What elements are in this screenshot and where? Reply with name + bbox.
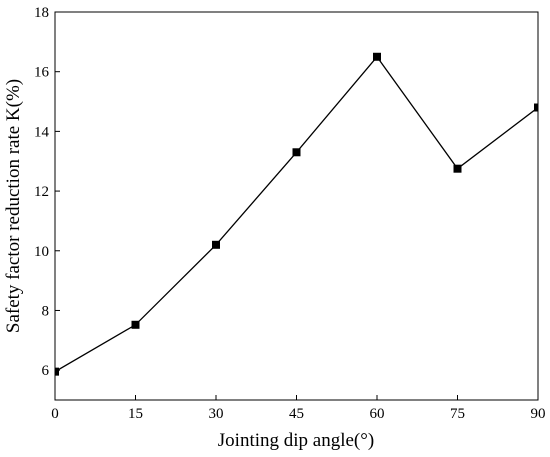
data-point bbox=[453, 164, 462, 173]
data-point bbox=[212, 240, 220, 249]
x-tick-label: 60 bbox=[370, 406, 385, 422]
data-point bbox=[534, 103, 538, 112]
y-tick-label: 18 bbox=[34, 5, 49, 21]
y-tick-label: 10 bbox=[34, 244, 49, 260]
x-tick-label: 0 bbox=[51, 406, 59, 422]
plot-frame bbox=[54, 11, 539, 401]
y-tick-label: 12 bbox=[34, 184, 49, 200]
series-layer bbox=[55, 52, 538, 376]
y-axis-title: Safety factor reduction rate K(%) bbox=[3, 79, 24, 333]
y-tick-label: 14 bbox=[34, 124, 50, 140]
x-axis-ticks: 0 15 30 45 60 75 90 bbox=[51, 395, 546, 422]
series-line bbox=[55, 55, 538, 373]
data-point bbox=[292, 148, 301, 157]
y-tick-label: 6 bbox=[42, 363, 50, 379]
x-tick-label: 15 bbox=[128, 406, 143, 422]
x-tick-label: 75 bbox=[450, 406, 465, 422]
x-tick-label: 90 bbox=[531, 406, 546, 422]
data-point bbox=[131, 320, 140, 329]
data-point bbox=[373, 52, 381, 61]
x-tick-label: 30 bbox=[209, 406, 224, 422]
y-axis-ticks: 6 8 10 12 14 16 18 bbox=[34, 5, 60, 379]
x-axis-title: Jointing dip angle(°) bbox=[218, 430, 374, 451]
y-tick-label: 8 bbox=[42, 303, 50, 319]
y-tick-label: 16 bbox=[34, 65, 50, 81]
data-point bbox=[55, 367, 59, 376]
x-tick-label: 45 bbox=[289, 406, 304, 422]
